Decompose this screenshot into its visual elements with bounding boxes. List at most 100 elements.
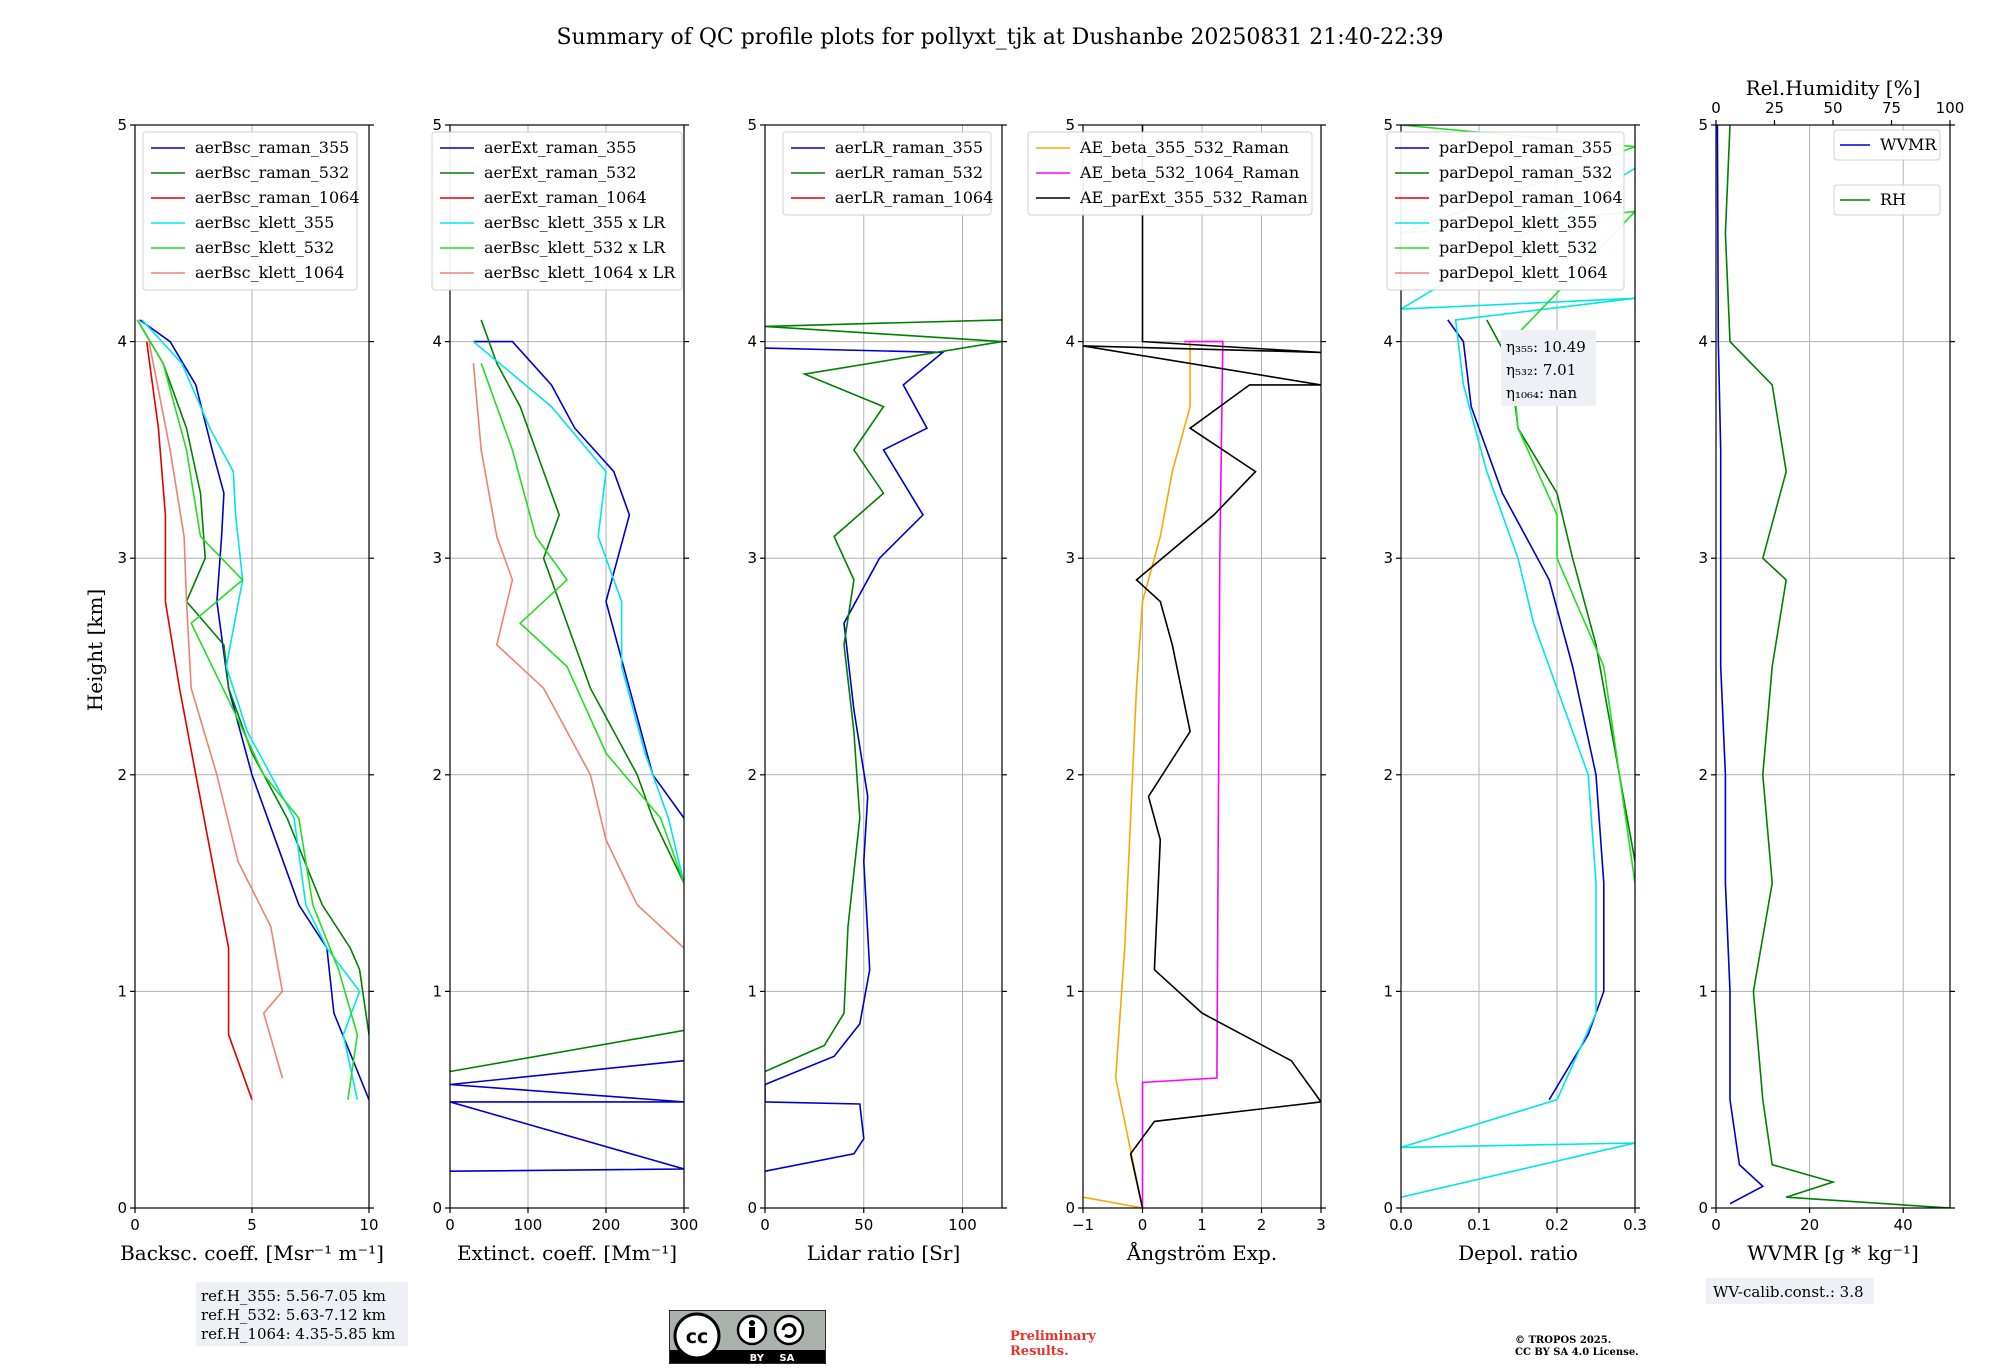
- y-tick-label: 3: [747, 549, 757, 567]
- y-tick-label: 1: [1698, 982, 1708, 1000]
- chart-title: Summary of QC profile plots for pollyxt_…: [556, 25, 1443, 50]
- legend-entry: AE_beta_532_1064_Raman: [1079, 163, 1299, 182]
- x-axis-label: Backsc. coeff. [Msr⁻¹ m⁻¹]: [120, 1241, 384, 1265]
- series-aerBsc_raman_532: [136, 319, 369, 1035]
- y-tick-label: 1: [747, 982, 757, 1000]
- x-tick-label: 0.1: [1467, 1216, 1491, 1234]
- y-tick-label: 0: [747, 1199, 757, 1217]
- cc-label: BY SA: [750, 1353, 795, 1364]
- y-tick-label: 5: [1383, 116, 1393, 134]
- x-tick-label: 200: [592, 1216, 621, 1234]
- wv-calib-text: WV-calib.const.: 3.8: [1713, 1283, 1864, 1301]
- axes-frame: [1400, 124, 1636, 1209]
- y-tick-label: 2: [117, 766, 127, 784]
- legend: WVMR RH: [1833, 129, 1941, 216]
- y-tick-label: 1: [432, 982, 442, 1000]
- legend-entry: parDepol_klett_532: [1439, 238, 1597, 257]
- axes-frame: [1715, 124, 1951, 1209]
- x-axis-label: Depol. ratio: [1458, 1241, 1578, 1265]
- y-tick-label: 2: [1698, 766, 1708, 784]
- x-tick-label: 300: [670, 1216, 699, 1234]
- top-x-tick-label: 100: [1936, 99, 1965, 117]
- x-tick-label: 10: [359, 1216, 378, 1234]
- series-aerLR_raman_355: [765, 347, 945, 1172]
- x-tick-label: 5: [247, 1216, 257, 1234]
- legend-entry: aerBsc_raman_355: [195, 138, 349, 157]
- series-aerBsc_klett_532: [136, 319, 359, 1100]
- series-AE_beta_532_1064_Raman: [1141, 340, 1224, 1208]
- ref-height-355: ref.H_355: 5.56-7.05 km: [201, 1287, 386, 1305]
- x-tick-label: 40: [1894, 1216, 1913, 1234]
- legend-entry: AE_parExt_355_532_Raman: [1079, 188, 1308, 207]
- series-aerBsc_raman_1064: [145, 341, 253, 1100]
- x-tick-label: 20: [1800, 1216, 1819, 1234]
- ref-height-1064: ref.H_1064: 4.35-5.85 km: [201, 1325, 395, 1343]
- series-AE_beta_355_532_Raman: [1083, 341, 1191, 1208]
- legend-entry: aerExt_raman_1064: [484, 188, 647, 207]
- y-tick-label: 2: [432, 766, 442, 784]
- legend-entry: parDepol_raman_355: [1439, 138, 1612, 157]
- y-tick-label: 4: [432, 333, 442, 351]
- y-tick-label: 3: [117, 549, 127, 567]
- wv-calib-box: WV-calib.const.: 3.8: [1706, 1278, 1874, 1304]
- legend-entry: aerBsc_klett_355: [195, 213, 334, 232]
- y-tick-label: 3: [432, 549, 442, 567]
- series-aerBsc_klett_355: [141, 319, 361, 1100]
- y-tick-label: 4: [1698, 333, 1708, 351]
- y-tick-label: 5: [1698, 116, 1708, 134]
- x-axis-label: Lidar ratio [Sr]: [807, 1241, 961, 1265]
- y-tick-label: 3: [1383, 549, 1393, 567]
- y-tick-label: 2: [1383, 766, 1393, 784]
- x-tick-label: −1: [1072, 1216, 1094, 1234]
- legend-entry: WVMR: [1880, 135, 1937, 154]
- series-aerBsc_klett_1064: [148, 341, 284, 1079]
- legend-box: [782, 131, 992, 216]
- x-tick-label: 1: [1197, 1216, 1207, 1234]
- legend-entry: parDepol_klett_1064: [1439, 263, 1608, 282]
- cc-license-badge: cc BY SA: [668, 1309, 827, 1365]
- x-tick-label: 0: [1711, 1216, 1721, 1234]
- x-axis-label: Ångström Exp.: [1126, 1240, 1277, 1265]
- copyright-line-1: © TROPOS 2025.: [1515, 1335, 1612, 1346]
- legend-entry: aerExt_raman_532: [484, 163, 637, 182]
- wv-calib-box-bg: [1706, 1278, 1874, 1304]
- y-tick-label: 4: [1383, 333, 1393, 351]
- eta-line: η₁₀₆₄: nan: [1506, 384, 1577, 402]
- series-aerExt_raman_532_profile: [480, 319, 684, 884]
- ref-height-box-bg: [196, 1282, 408, 1346]
- panel-dep: 0 1 2 3 4 5 0.0 0.1 0.2 0.3 Depol. ratio parDepol_r…: [1383, 116, 1646, 1265]
- series-aerBsc_klett_532 x LR: [480, 363, 684, 884]
- y-tick-label: 0: [1698, 1199, 1708, 1217]
- top-axis-label: Rel.Humidity [%]: [1746, 76, 1921, 100]
- y-tick-label: 2: [747, 766, 757, 784]
- eta-annotation-bg: [1501, 330, 1596, 406]
- legend-entry: aerBsc_raman_532: [195, 163, 349, 182]
- y-tick-label: 4: [747, 333, 757, 351]
- ref-height-532: ref.H_532: 5.63-7.12 km: [201, 1306, 386, 1324]
- y-tick-label: 5: [432, 116, 442, 134]
- legend-entry: parDepol_raman_532: [1439, 163, 1612, 182]
- x-axis-label: Extinct. coeff. [Mm⁻¹]: [457, 1241, 677, 1265]
- y-axis-label: Height [km]: [83, 589, 107, 711]
- eta-line: η₅₃₂: 7.01: [1506, 361, 1576, 379]
- legend-entry: aerBsc_klett_355 x LR: [484, 213, 666, 232]
- y-tick-label: 5: [1065, 116, 1075, 134]
- legend-entry: aerLR_raman_1064: [835, 188, 993, 207]
- series-aerLR_raman_532: [765, 319, 1002, 1073]
- legend-box: [1027, 131, 1313, 216]
- top-x-tick-label: 0: [1711, 99, 1721, 117]
- x-tick-label: 50: [854, 1216, 873, 1234]
- preliminary-note: Preliminary Results.: [1010, 1329, 1096, 1359]
- y-tick-label: 0: [117, 1199, 127, 1217]
- series-aerExt_raman_532: [450, 1029, 684, 1073]
- cc-icon: [673, 1312, 721, 1360]
- y-tick-label: 1: [117, 982, 127, 1000]
- series-aerBsc_klett_1064 x LR: [472, 363, 684, 949]
- legend: aerExt_raman_355 aerExt_raman_532 aerExt_r…: [431, 131, 683, 291]
- copyright-line-2: CC BY SA 4.0 License.: [1515, 1347, 1639, 1358]
- y-tick-label: 4: [117, 333, 127, 351]
